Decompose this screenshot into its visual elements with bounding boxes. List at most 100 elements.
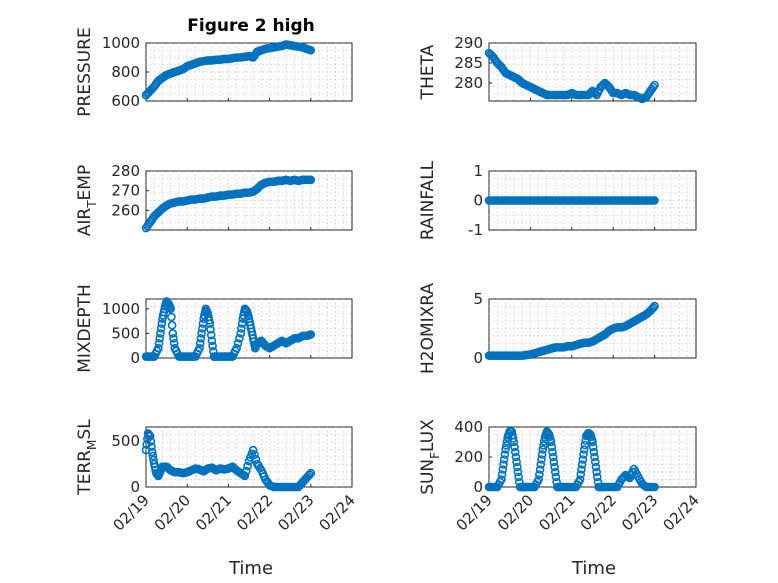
subplot-theta: 280 285 290 THETA bbox=[418, 34, 697, 104]
sun_flux-point bbox=[536, 460, 546, 469]
rainfall-y-tick-label: 0 bbox=[473, 192, 483, 210]
sun_flux-point bbox=[511, 452, 521, 462]
pressure-point bbox=[306, 45, 316, 55]
sun_flux-point bbox=[577, 465, 586, 474]
x-axis-label-left: Time bbox=[228, 558, 273, 579]
terr_msl-point bbox=[240, 471, 250, 481]
mixdepth-y-tick-label: 500 bbox=[111, 324, 140, 342]
h2omixra-point bbox=[648, 303, 658, 312]
mixdepth-point bbox=[204, 316, 214, 325]
mixdepth-y-tick-label: 1000 bbox=[102, 300, 140, 318]
sun_flux-point bbox=[577, 460, 587, 469]
sun_flux-point bbox=[593, 472, 602, 482]
sun_flux-point bbox=[588, 437, 597, 447]
sun_flux-point bbox=[551, 472, 561, 482]
air_temp-point bbox=[306, 175, 316, 185]
sun_flux-point bbox=[546, 437, 556, 447]
mixdepth-point bbox=[197, 329, 206, 338]
pressure-y-tick-label: 800 bbox=[111, 63, 140, 81]
x-axis-label-right: Time bbox=[571, 558, 616, 579]
subplot-mixdepth: 0 500 1000 MIXDEPTH bbox=[75, 284, 353, 373]
sun_flux-point bbox=[510, 447, 520, 457]
mixdepth-point bbox=[154, 338, 164, 348]
mixdepth-point bbox=[236, 329, 246, 338]
sun_flux-y-axis-label: SUNFLUX bbox=[418, 419, 442, 495]
mixdepth-point bbox=[154, 343, 163, 353]
pressure-y-axis-label: PRESSURE bbox=[75, 27, 95, 116]
sun_flux-point bbox=[498, 465, 508, 474]
sun_flux-point bbox=[590, 452, 599, 462]
sun_flux-point bbox=[588, 442, 598, 452]
sun_flux-point bbox=[513, 467, 523, 477]
mixdepth-point bbox=[237, 319, 247, 328]
sun_flux-point bbox=[499, 460, 508, 469]
mixdepth-point bbox=[159, 307, 169, 317]
h2omixra-y-tick-label: 0 bbox=[473, 349, 483, 367]
terr_msl-point bbox=[148, 451, 158, 461]
mixdepth-point bbox=[306, 330, 316, 339]
pressure-y-tick-label: 600 bbox=[111, 92, 140, 110]
theta-y-tick-label: 285 bbox=[454, 54, 483, 72]
terr_msl-point bbox=[250, 450, 259, 459]
sun_flux-point bbox=[512, 462, 522, 472]
rainfall-y-tick-label: 1 bbox=[473, 162, 483, 180]
mixdepth-point bbox=[156, 329, 165, 338]
sun_flux-point bbox=[539, 441, 548, 450]
mixdepth-point bbox=[169, 338, 179, 348]
mixdepth-point bbox=[167, 320, 177, 330]
sun_flux-point bbox=[579, 450, 588, 459]
mixdepth-point bbox=[195, 343, 204, 353]
terr_msl-y-tick-label: 0 bbox=[130, 478, 140, 496]
mixdepth-point bbox=[155, 334, 165, 343]
theta-y-tick-label: 290 bbox=[454, 34, 483, 52]
sun_flux-point bbox=[592, 467, 601, 477]
terr_msl-point bbox=[147, 447, 157, 457]
h2omixra-point bbox=[650, 301, 659, 311]
sun_flux-point bbox=[575, 475, 585, 484]
sun_flux-point bbox=[537, 455, 546, 464]
subplot-rainfall: -1 0 1 RAINFALL bbox=[418, 160, 697, 240]
terr_msl-y-axis-label: TERRMSL bbox=[75, 419, 99, 496]
sun_flux-point bbox=[547, 442, 557, 452]
sun_flux-point bbox=[512, 457, 521, 467]
subplot-pressure: 600 800 1000 PRESSURE bbox=[75, 27, 353, 117]
sun_flux-point bbox=[550, 462, 559, 472]
terr_msl-point bbox=[306, 468, 316, 478]
sun_flux-point bbox=[548, 452, 558, 462]
sun_flux-point bbox=[576, 470, 586, 479]
theta-y-tick-label: 280 bbox=[454, 74, 483, 92]
rainfall-point bbox=[650, 196, 659, 205]
mixdepth-point bbox=[232, 343, 241, 353]
mixdepth-point bbox=[206, 325, 215, 334]
mixdepth-point bbox=[168, 329, 178, 338]
sun_flux-point bbox=[580, 440, 590, 450]
sun_flux-point bbox=[501, 445, 510, 454]
terr_msl-point bbox=[243, 461, 252, 471]
mixdepth-point bbox=[156, 324, 166, 333]
mixdepth-point bbox=[196, 334, 206, 343]
mixdepth-point bbox=[205, 319, 215, 328]
mixdepth-point bbox=[166, 304, 176, 314]
sun_flux-point bbox=[548, 447, 557, 457]
mixdepth-point bbox=[235, 334, 244, 343]
terr_msl-point bbox=[147, 442, 156, 451]
mixdepth-point bbox=[237, 324, 246, 333]
mixdepth-point bbox=[157, 319, 167, 328]
sun_flux-point bbox=[578, 455, 588, 464]
terr_msl-y-tick-label: 500 bbox=[111, 432, 140, 450]
air_temp-y-tick-label: 280 bbox=[111, 162, 140, 180]
sun_flux-point bbox=[535, 465, 545, 474]
sun_flux-point bbox=[537, 450, 547, 459]
terr_msl-point bbox=[146, 437, 156, 446]
sun_flux-point bbox=[535, 470, 544, 479]
terr_msl-point bbox=[305, 470, 314, 479]
mixdepth-point bbox=[208, 341, 217, 351]
theta-point bbox=[650, 80, 659, 90]
rainfall-y-tick-label: -1 bbox=[468, 221, 483, 239]
mixdepth-y-tick-label: 0 bbox=[130, 349, 140, 367]
sun_flux-point bbox=[500, 450, 510, 459]
sun_flux-point bbox=[509, 437, 519, 447]
sun_flux-point bbox=[508, 434, 518, 443]
air_temp-y-tick-label: 270 bbox=[111, 182, 140, 200]
terr_msl-point bbox=[145, 431, 155, 441]
